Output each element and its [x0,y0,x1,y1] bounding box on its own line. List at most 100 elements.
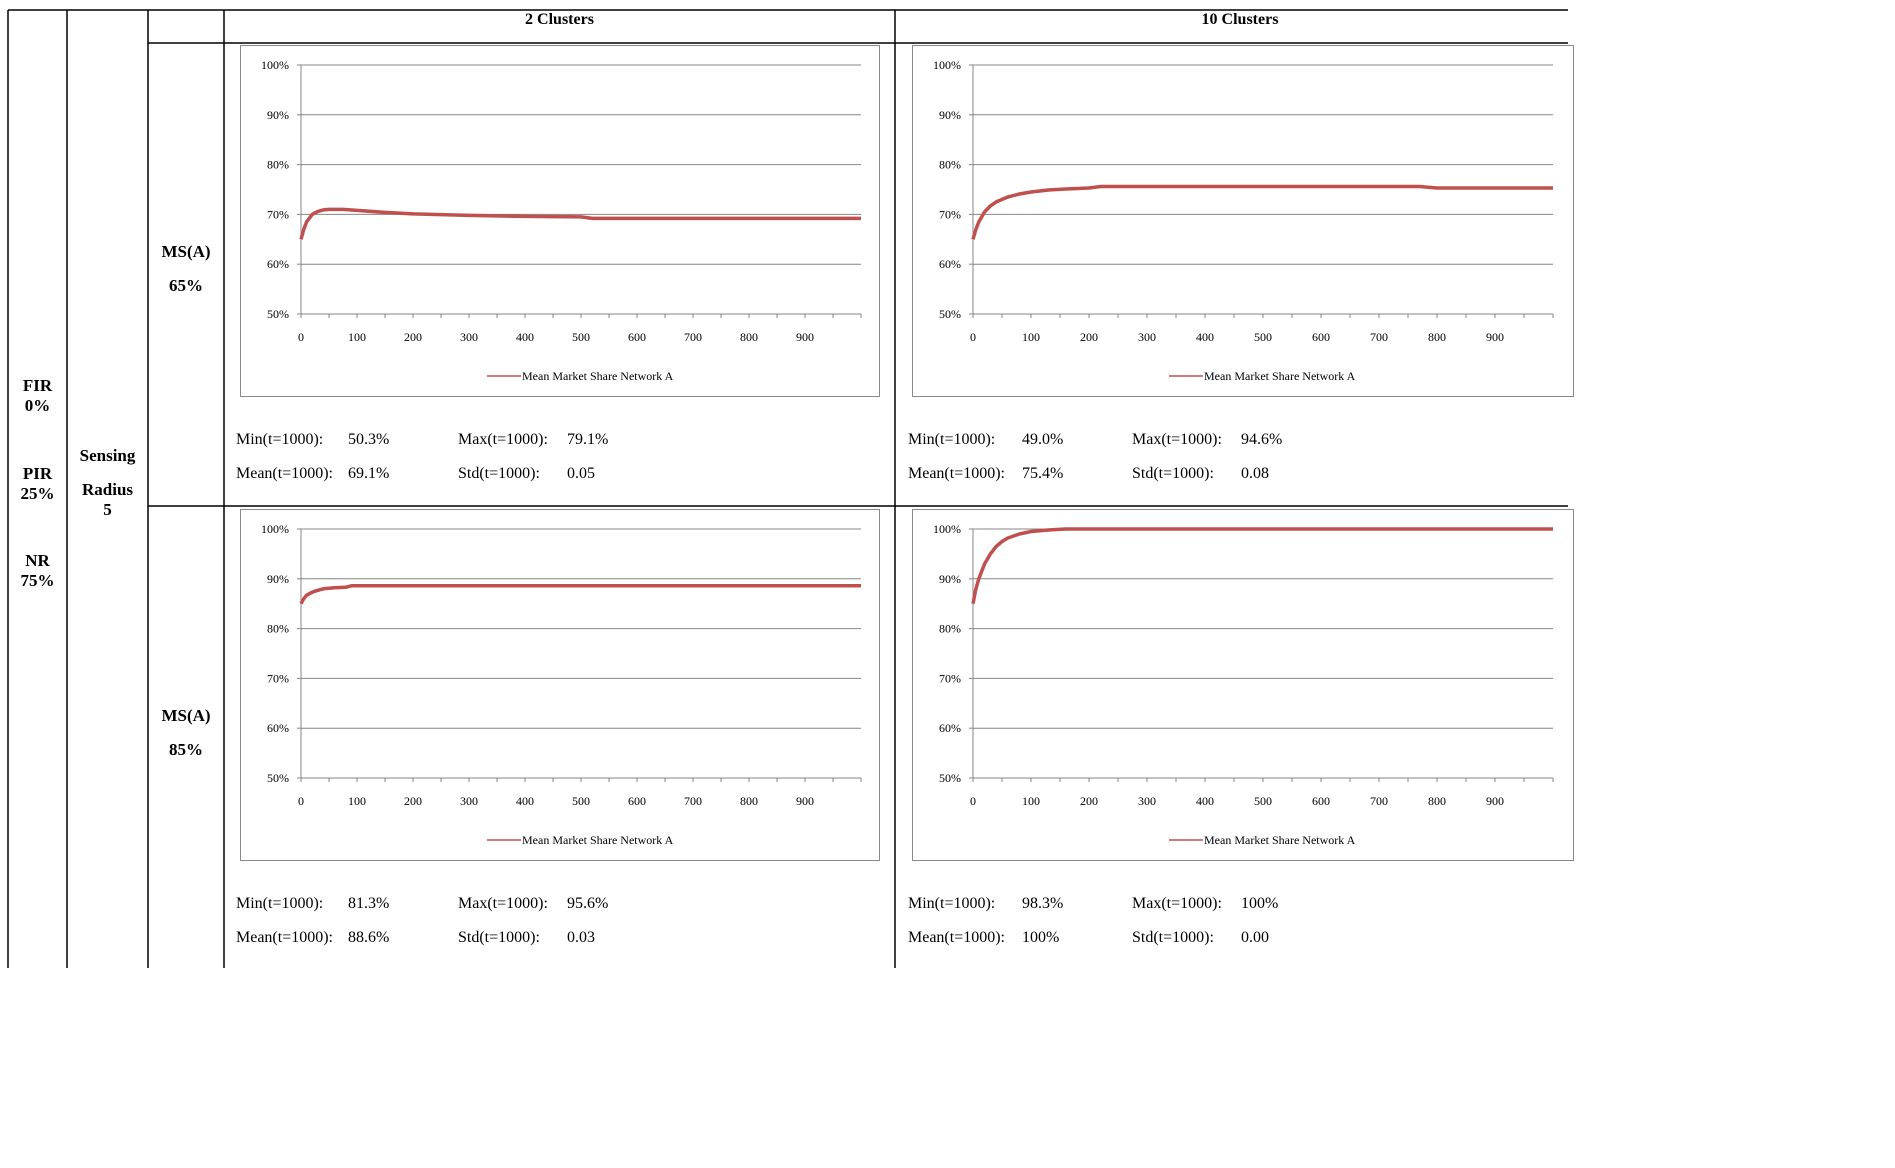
y-tick-label: 50% [939,771,961,785]
min-value: 81.3% [348,895,390,912]
row-label-value: 65% [169,276,203,295]
max-label: Max(t=1000): [1132,895,1222,912]
sensing-value: 5 [103,500,112,519]
x-tick-label: 400 [1196,330,1214,344]
x-tick-label: 200 [1080,794,1098,808]
series-line [971,527,1553,605]
x-tick-label: 500 [572,794,590,808]
y-tick-label: 100% [261,58,289,72]
row-label-value: 85% [169,740,203,759]
x-tick-label: 800 [1428,330,1446,344]
min-value: 49.0% [1022,431,1064,448]
sensing-radius-label: Sensing Radius 5 [67,446,148,520]
min-label: Min(t=1000): [236,431,324,448]
chart-10-clusters-ms85: 50% 60% 70% 80% 90% 100% 0 100 200 300 400 500 600 70… [912,509,1574,861]
mean-value: 88.6% [348,929,390,946]
std-value: 0.08 [1241,465,1269,482]
y-tick-label: 70% [939,207,961,221]
sensing-line1: Sensing [79,446,136,465]
pir-value: 25% [20,484,55,503]
y-tick-label: 60% [267,257,289,271]
y-tick-label: 100% [261,522,289,536]
x-tick-label: 700 [684,330,702,344]
series-line [299,584,861,605]
x-tick-label: 100 [348,794,366,808]
x-tick-label: 400 [516,330,534,344]
x-tick-label: 400 [516,794,534,808]
x-tick-label: 600 [1312,330,1330,344]
y-tick-label: 100% [933,58,961,72]
x-tick-label: 0 [970,794,976,808]
x-tick-label: 100 [348,330,366,344]
max-value: 95.6% [567,895,609,912]
x-tick-label: 800 [1428,794,1446,808]
x-tick-label: 600 [628,794,646,808]
chart-svg: 50% 60% 70% 80% 90% 100% 0 100 200 300 400 500 600 70… [933,522,1554,847]
stats-10-clusters-ms85: Min(t=1000): 98.3% Max(t=1000): 100% Mea… [908,895,1548,965]
mean-label: Mean(t=1000): [908,465,1005,482]
nr-value: 75% [20,571,55,590]
x-tick-label: 500 [1254,794,1272,808]
stats-10-clusters-ms65: Min(t=1000): 49.0% Max(t=1000): 94.6% Me… [908,431,1548,501]
x-tick-label: 0 [298,330,304,344]
std-label: Std(t=1000): [1132,929,1214,946]
min-value: 98.3% [1022,895,1064,912]
legend-label: Mean Market Share Network A [522,833,674,847]
y-tick-label: 90% [939,572,961,586]
pir-label: PIR 25% [8,464,67,504]
x-tick-label: 400 [1196,794,1214,808]
min-value: 50.3% [348,431,390,448]
series-line [971,184,1553,240]
x-tick-label: 900 [1486,330,1504,344]
x-tick-label: 300 [460,330,478,344]
x-tick-label: 700 [1370,794,1388,808]
std-label: Std(t=1000): [1132,465,1214,482]
x-tick-label: 900 [796,794,814,808]
x-tick-label: 600 [628,330,646,344]
column-header-10-clusters: 10 Clusters [1201,11,1279,28]
mean-label: Mean(t=1000): [236,465,333,482]
chart-svg: 50% 60% 70% 80% 90% 100% 0 100 200 300 400 500 600 70… [933,58,1554,383]
y-tick-label: 50% [267,307,289,321]
stats-2-clusters-ms65: Min(t=1000): 50.3% Max(t=1000): 79.1% Me… [236,431,876,501]
fir-name: FIR [22,376,53,395]
std-label: Std(t=1000): [458,465,540,482]
mean-label: Mean(t=1000): [908,929,1005,946]
chart-2-clusters-ms85: 50% 60% 70% 80% 90% 100% 0 100 200 300 400 500 600 70… [240,509,880,861]
x-tick-label: 800 [740,330,758,344]
y-tick-label: 80% [267,158,289,172]
row-label-ms-85: MS(A) 85% [148,706,224,760]
x-tick-label: 100 [1022,794,1040,808]
x-tick-label: 200 [404,330,422,344]
stats-2-clusters-ms85: Min(t=1000): 81.3% Max(t=1000): 95.6% Me… [236,895,876,965]
legend-label: Mean Market Share Network A [522,369,674,383]
x-tick-label: 900 [796,330,814,344]
fir-value: 0% [24,396,51,415]
y-tick-label: 50% [267,771,289,785]
y-tick-label: 80% [939,622,961,636]
x-tick-label: 0 [970,330,976,344]
x-tick-label: 800 [740,794,758,808]
chart-10-clusters-ms65: 50% 60% 70% 80% 90% 100% 0 100 200 300 400 500 600 70… [912,45,1574,397]
y-tick-label: 60% [939,721,961,735]
x-tick-label: 300 [1138,794,1156,808]
max-value: 94.6% [1241,431,1283,448]
row-label-ms-65: MS(A) 65% [148,242,224,296]
min-label: Min(t=1000): [908,431,996,448]
max-label: Max(t=1000): [1132,431,1222,448]
mean-value: 75.4% [1022,465,1064,482]
y-tick-label: 90% [267,108,289,122]
x-tick-label: 200 [404,794,422,808]
x-tick-label: 100 [1022,330,1040,344]
std-label: Std(t=1000): [458,929,540,946]
x-tick-label: 500 [1254,330,1272,344]
mean-value: 100% [1022,929,1060,946]
pir-name: PIR [22,464,53,483]
y-tick-label: 80% [939,158,961,172]
y-tick-label: 90% [939,108,961,122]
chart-2-clusters-ms65: 50% 60% 70% 80% 90% 100% 0 100 200 300 400 500 600 70… [240,45,880,397]
x-tick-label: 900 [1486,794,1504,808]
x-tick-label: 300 [460,794,478,808]
y-tick-label: 90% [267,572,289,586]
std-value: 0.00 [1241,929,1269,946]
